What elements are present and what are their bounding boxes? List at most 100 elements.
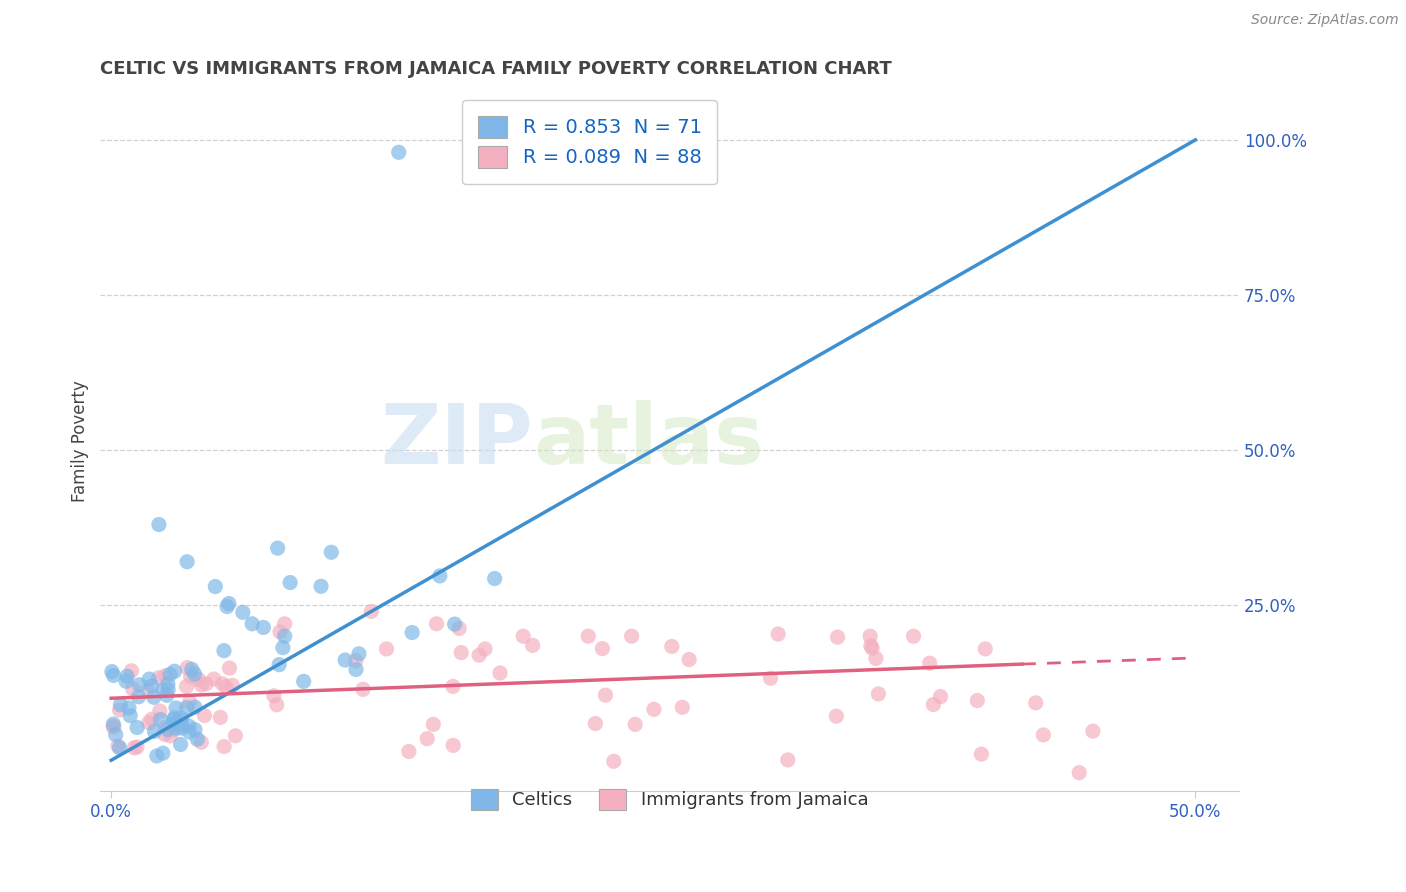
Text: ZIP: ZIP bbox=[381, 401, 533, 482]
Point bbox=[165, 701, 187, 715]
Point bbox=[212, 739, 235, 754]
Point bbox=[450, 646, 472, 660]
Point bbox=[1032, 728, 1054, 742]
Point bbox=[215, 599, 238, 614]
Point bbox=[449, 621, 471, 635]
Point bbox=[146, 749, 169, 764]
Point bbox=[825, 709, 848, 723]
Point bbox=[184, 723, 207, 737]
Point bbox=[429, 569, 451, 583]
Point bbox=[103, 668, 125, 682]
Point bbox=[149, 704, 172, 718]
Point bbox=[141, 712, 163, 726]
Point bbox=[922, 698, 945, 712]
Point bbox=[266, 698, 288, 712]
Point bbox=[375, 641, 398, 656]
Text: Source: ZipAtlas.com: Source: ZipAtlas.com bbox=[1251, 13, 1399, 28]
Point bbox=[425, 616, 447, 631]
Point bbox=[352, 682, 374, 697]
Point bbox=[136, 684, 159, 698]
Point bbox=[269, 657, 291, 672]
Point bbox=[441, 739, 464, 753]
Point bbox=[138, 715, 160, 730]
Point bbox=[671, 700, 693, 714]
Point bbox=[156, 689, 179, 703]
Point bbox=[148, 671, 170, 685]
Point bbox=[347, 647, 370, 661]
Point bbox=[827, 630, 849, 644]
Point bbox=[624, 717, 647, 731]
Point bbox=[509, 133, 531, 147]
Point bbox=[169, 714, 191, 728]
Point bbox=[224, 729, 246, 743]
Point bbox=[309, 579, 332, 593]
Point bbox=[970, 747, 993, 761]
Point bbox=[271, 640, 294, 655]
Point bbox=[484, 572, 506, 586]
Point bbox=[122, 740, 145, 755]
Point bbox=[179, 725, 201, 739]
Point bbox=[187, 673, 209, 687]
Point bbox=[859, 629, 882, 643]
Point bbox=[107, 739, 129, 753]
Point bbox=[443, 617, 465, 632]
Point bbox=[193, 708, 215, 723]
Point bbox=[104, 728, 127, 742]
Point bbox=[252, 620, 274, 634]
Point bbox=[170, 711, 193, 725]
Point bbox=[603, 755, 626, 769]
Point bbox=[190, 678, 212, 692]
Point bbox=[110, 698, 132, 712]
Point bbox=[903, 629, 925, 643]
Point bbox=[156, 677, 179, 691]
Point bbox=[180, 670, 202, 684]
Point bbox=[128, 678, 150, 692]
Point bbox=[176, 700, 198, 714]
Point bbox=[218, 661, 240, 675]
Point bbox=[776, 753, 799, 767]
Point bbox=[156, 723, 179, 737]
Point bbox=[512, 629, 534, 643]
Point bbox=[474, 642, 496, 657]
Point bbox=[183, 667, 205, 681]
Point bbox=[643, 702, 665, 716]
Point bbox=[620, 629, 643, 643]
Point bbox=[169, 738, 191, 752]
Point bbox=[163, 723, 186, 737]
Point bbox=[143, 724, 166, 739]
Point bbox=[865, 651, 887, 665]
Point bbox=[127, 721, 149, 735]
Point bbox=[974, 641, 997, 656]
Point bbox=[263, 689, 285, 703]
Point bbox=[103, 720, 125, 734]
Point bbox=[141, 679, 163, 693]
Point bbox=[1081, 724, 1104, 739]
Point bbox=[360, 604, 382, 618]
Point bbox=[121, 664, 143, 678]
Point bbox=[278, 575, 301, 590]
Point bbox=[595, 688, 617, 702]
Point bbox=[142, 690, 165, 705]
Point bbox=[273, 616, 295, 631]
Point bbox=[269, 624, 291, 639]
Point bbox=[661, 640, 683, 654]
Point bbox=[163, 712, 186, 726]
Point bbox=[1069, 765, 1091, 780]
Point bbox=[149, 713, 172, 727]
Point bbox=[292, 674, 315, 689]
Point bbox=[162, 715, 184, 730]
Point bbox=[468, 648, 491, 662]
Point bbox=[176, 555, 198, 569]
Point bbox=[170, 718, 193, 732]
Point bbox=[232, 605, 254, 619]
Point bbox=[344, 654, 367, 668]
Point bbox=[172, 721, 194, 735]
Point bbox=[321, 545, 343, 559]
Point bbox=[202, 672, 225, 686]
Point bbox=[522, 638, 544, 652]
Point bbox=[859, 639, 882, 653]
Point bbox=[422, 717, 444, 731]
Point bbox=[186, 732, 208, 747]
Point bbox=[1025, 696, 1047, 710]
Point bbox=[195, 677, 218, 691]
